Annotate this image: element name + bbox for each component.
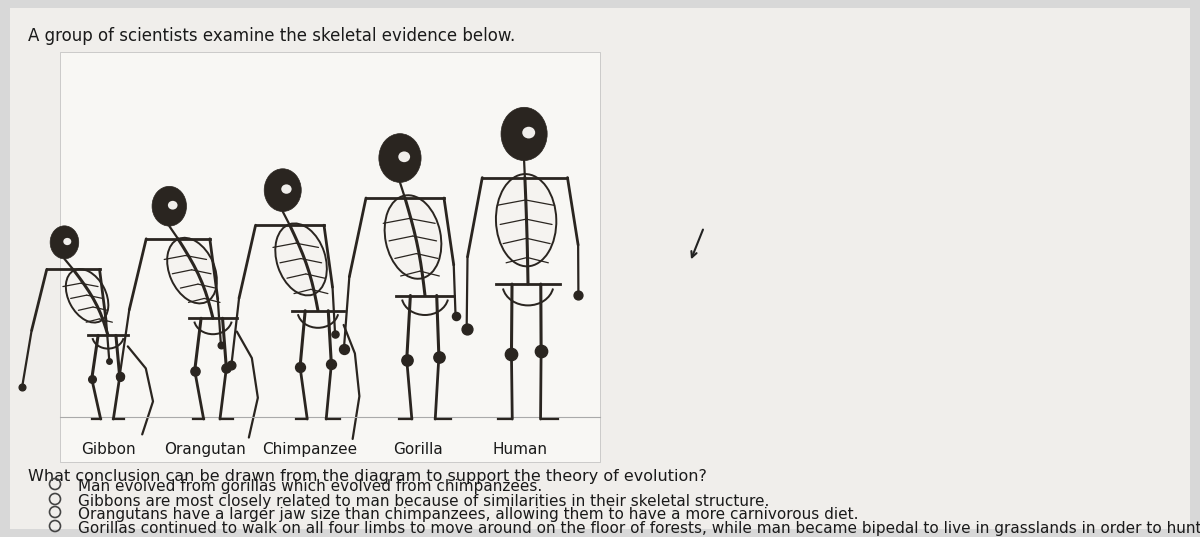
Text: Chimpanzee: Chimpanzee	[263, 442, 358, 457]
Text: What conclusion can be drawn from the diagram to support the theory of evolution: What conclusion can be drawn from the di…	[28, 469, 707, 484]
Ellipse shape	[496, 174, 557, 266]
Ellipse shape	[385, 195, 442, 279]
Text: Orangutan: Orangutan	[164, 442, 246, 457]
Text: Human: Human	[492, 442, 547, 457]
Ellipse shape	[398, 151, 410, 162]
Ellipse shape	[502, 107, 547, 161]
Text: A group of scientists examine the skeletal evidence below.: A group of scientists examine the skelet…	[28, 27, 515, 45]
Ellipse shape	[64, 238, 71, 245]
FancyBboxPatch shape	[60, 52, 600, 462]
Text: Gorilla: Gorilla	[394, 442, 443, 457]
Ellipse shape	[152, 186, 186, 226]
FancyBboxPatch shape	[10, 8, 1190, 529]
Text: Gibbons are most closely related to man because of similarities in their skeleta: Gibbons are most closely related to man …	[78, 494, 769, 509]
Text: Gorillas continued to walk on all four limbs to move around on the floor of fore: Gorillas continued to walk on all four l…	[78, 521, 1200, 536]
Ellipse shape	[50, 226, 79, 259]
Text: Gibbon: Gibbon	[80, 442, 136, 457]
Ellipse shape	[522, 127, 535, 139]
Ellipse shape	[167, 238, 217, 303]
Ellipse shape	[275, 223, 326, 295]
Text: Orangutans have a larger jaw size than chimpanzees, allowing them to have a more: Orangutans have a larger jaw size than c…	[78, 507, 858, 522]
Ellipse shape	[379, 134, 421, 183]
Text: Man evolved from gorillas which evolved from chimpanzees.: Man evolved from gorillas which evolved …	[78, 479, 542, 494]
Ellipse shape	[66, 269, 108, 323]
Ellipse shape	[281, 184, 292, 194]
Ellipse shape	[264, 169, 301, 212]
Ellipse shape	[168, 201, 178, 209]
